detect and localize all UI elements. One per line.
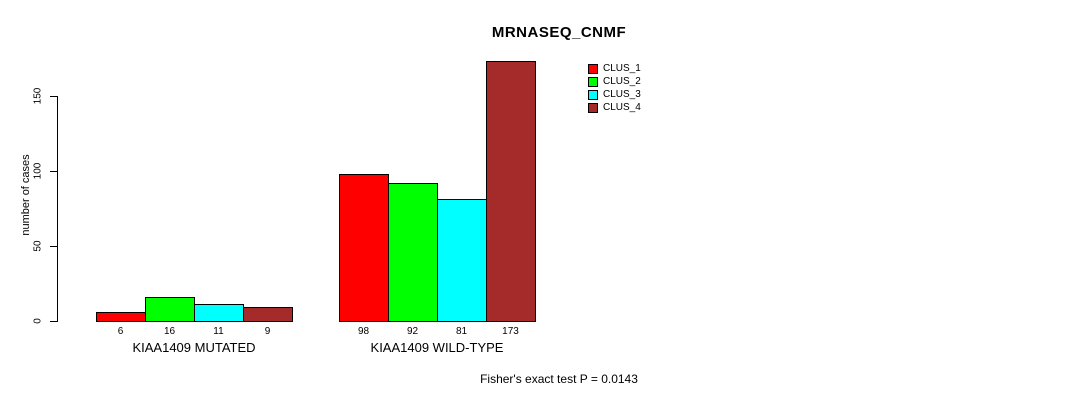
legend-label: CLUS_2 xyxy=(603,76,641,87)
y-axis-tick-label: 50 xyxy=(32,240,44,252)
y-axis-line xyxy=(57,96,58,322)
chart-title: MRNASEQ_CNMF xyxy=(491,24,627,41)
legend-swatch-icon xyxy=(588,63,598,74)
legend-swatch-icon xyxy=(588,76,598,87)
bar-clus-4-kiaa1409-mutated xyxy=(243,307,293,322)
group-label: KIAA1409 WILD-TYPE xyxy=(370,340,504,355)
bar-clus-2-kiaa1409-mutated xyxy=(145,297,195,322)
fisher-test-annotation: Fisher's exact test P = 0.0143 xyxy=(480,372,638,386)
y-axis-tick-label: 100 xyxy=(32,162,44,180)
y-axis-tick-label: 150 xyxy=(32,87,44,105)
legend-item: CLUS_4 xyxy=(588,101,641,114)
legend: CLUS_1 CLUS_2 CLUS_3 CLUS_4 xyxy=(588,62,641,114)
legend-label: CLUS_3 xyxy=(603,89,641,100)
y-axis-title: number of cases xyxy=(20,154,32,236)
group-label: KIAA1409 MUTATED xyxy=(132,340,256,355)
bar-value-label: 98 xyxy=(357,326,370,337)
bar-value-label: 9 xyxy=(264,326,271,337)
bar-clus-1-kiaa1409-wild-type xyxy=(339,174,389,322)
legend-item: CLUS_3 xyxy=(588,88,641,101)
bar-clus-3-kiaa1409-wild-type xyxy=(437,199,487,322)
bar-clus-1-kiaa1409-mutated xyxy=(96,312,146,322)
y-axis-tick xyxy=(50,246,57,247)
bar-value-label: 16 xyxy=(163,326,176,337)
bar-clus-4-kiaa1409-wild-type xyxy=(486,61,536,322)
y-axis-tick xyxy=(50,321,57,322)
legend-label: CLUS_4 xyxy=(603,102,641,113)
legend-item: CLUS_2 xyxy=(588,75,641,88)
bar-value-label: 92 xyxy=(406,326,419,337)
y-axis-tick xyxy=(50,171,57,172)
legend-swatch-icon xyxy=(588,102,598,113)
bar-value-label: 11 xyxy=(213,326,224,337)
bar-clus-3-kiaa1409-mutated xyxy=(194,304,244,322)
bar-value-label: 81 xyxy=(455,326,468,337)
legend-swatch-icon xyxy=(588,89,598,100)
y-axis-tick-label: 0 xyxy=(32,318,44,324)
y-axis-tick xyxy=(50,96,57,97)
bar-clus-2-kiaa1409-wild-type xyxy=(388,183,438,322)
legend-item: CLUS_1 xyxy=(588,62,641,75)
bar-value-label: 173 xyxy=(502,326,519,337)
legend-label: CLUS_1 xyxy=(603,63,641,74)
bar-value-label: 6 xyxy=(117,326,124,337)
